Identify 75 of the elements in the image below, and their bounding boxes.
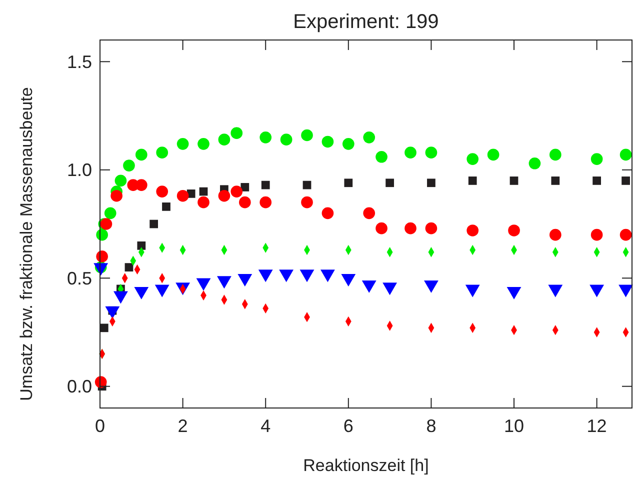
point <box>260 132 272 144</box>
point <box>176 190 189 202</box>
point <box>622 176 630 185</box>
point <box>344 178 353 188</box>
point <box>528 157 541 170</box>
point <box>301 129 313 142</box>
point <box>620 148 632 161</box>
point <box>487 148 500 161</box>
point <box>238 196 251 208</box>
x-tick-label: 10 <box>504 416 524 436</box>
point <box>468 176 477 185</box>
point <box>218 190 230 202</box>
point <box>137 241 146 250</box>
point <box>425 146 438 158</box>
point <box>427 178 436 188</box>
point <box>199 187 208 196</box>
x-tick-label: 2 <box>178 416 188 436</box>
y-tick-label: 0.5 <box>66 268 92 288</box>
point <box>551 176 560 185</box>
point <box>404 222 416 234</box>
point <box>280 134 292 146</box>
y-tick-label: 1.0 <box>66 160 92 180</box>
point <box>135 148 148 161</box>
x-axis-title: Reaktionszeit [h] <box>303 456 429 475</box>
point <box>198 196 210 208</box>
x-tick-label: 4 <box>260 416 271 436</box>
point <box>96 250 108 262</box>
point <box>590 153 603 165</box>
point <box>230 127 243 139</box>
point <box>322 136 334 148</box>
point <box>466 153 479 165</box>
point <box>549 148 562 161</box>
point <box>162 202 170 211</box>
point <box>104 207 116 220</box>
point <box>114 174 127 187</box>
point <box>230 186 243 198</box>
point <box>363 132 376 144</box>
point <box>508 224 520 236</box>
x-tick-label: 6 <box>343 416 354 436</box>
x-tick-label: 8 <box>426 416 436 436</box>
point <box>301 196 313 208</box>
point <box>590 228 603 241</box>
y-axis-title: Umsatz bzw. fraktionale Massenausbeute <box>17 87 36 401</box>
point <box>156 186 168 198</box>
point <box>240 183 250 192</box>
point <box>124 263 134 272</box>
point <box>342 138 354 150</box>
point <box>176 138 189 150</box>
point <box>466 224 479 236</box>
point <box>261 180 270 190</box>
point <box>156 146 168 158</box>
point <box>363 207 376 220</box>
point <box>620 228 632 241</box>
point <box>376 222 388 234</box>
point <box>592 176 601 185</box>
point <box>150 220 158 228</box>
point <box>549 228 562 241</box>
point <box>198 138 210 150</box>
point <box>110 190 122 202</box>
x-tick-label: 0 <box>94 416 106 436</box>
point <box>322 207 334 220</box>
point <box>302 180 312 190</box>
point <box>510 176 518 185</box>
point <box>123 160 135 172</box>
y-tick-label: 1.5 <box>66 52 92 72</box>
point <box>404 146 416 158</box>
x-tick-label: 12 <box>586 416 607 436</box>
y-tick-label: 0.0 <box>66 376 92 397</box>
point <box>260 196 272 208</box>
point <box>386 178 394 188</box>
chart-title: Experiment: 199 <box>293 11 439 33</box>
point <box>376 150 388 163</box>
point <box>425 222 438 234</box>
point <box>100 324 108 332</box>
point <box>218 134 230 146</box>
